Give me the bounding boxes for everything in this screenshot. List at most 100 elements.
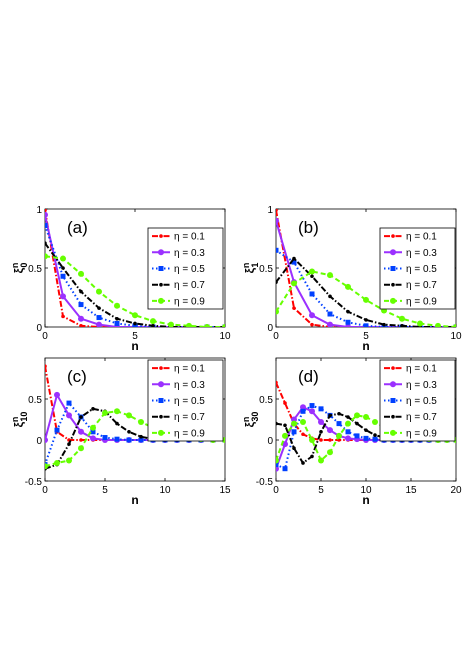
data-point bbox=[328, 413, 332, 418]
y-axis-label: ξn0 bbox=[10, 263, 29, 274]
data-point bbox=[132, 312, 138, 319]
y-axis-label: ξn30 bbox=[241, 412, 260, 428]
legend-label: η = 0.3 bbox=[174, 380, 205, 391]
data-point bbox=[127, 430, 131, 434]
data-point bbox=[310, 274, 314, 279]
data-point bbox=[97, 306, 101, 310]
legend-label: η = 0.3 bbox=[406, 380, 437, 391]
legend-label: η = 0.3 bbox=[174, 248, 205, 259]
x-tick-label: 10 bbox=[360, 485, 372, 496]
data-point bbox=[138, 437, 144, 443]
data-point bbox=[115, 316, 119, 321]
data-point bbox=[345, 429, 351, 435]
data-point bbox=[139, 434, 143, 439]
data-point bbox=[54, 459, 60, 466]
data-point bbox=[138, 418, 144, 425]
legend-label: η = 0.5 bbox=[406, 264, 437, 275]
data-point bbox=[102, 435, 108, 441]
series-line bbox=[45, 214, 225, 327]
data-point bbox=[336, 421, 342, 427]
data-point bbox=[276, 247, 279, 253]
legend: η = 0.1 η = 0.3 η = 0.5 η = 0.7 η = 0.9 bbox=[379, 359, 456, 442]
series-line bbox=[45, 225, 225, 327]
legend-label: η = 0.1 bbox=[174, 364, 205, 375]
legend-marker bbox=[391, 282, 395, 287]
data-point bbox=[276, 465, 279, 472]
x-tick-label: 15 bbox=[405, 485, 417, 496]
data-point bbox=[346, 309, 350, 314]
legend-marker bbox=[158, 297, 164, 304]
legend-marker bbox=[159, 366, 163, 370]
legend-marker bbox=[390, 398, 396, 403]
legend-label: η = 0.5 bbox=[174, 264, 205, 275]
x-tick-label: 5 bbox=[363, 331, 369, 342]
y-tick-label: 0.5 bbox=[259, 264, 273, 275]
legend-marker bbox=[158, 381, 164, 388]
data-point bbox=[168, 321, 174, 327]
data-point bbox=[319, 430, 323, 434]
data-point bbox=[292, 306, 296, 310]
legend-label: η = 0.7 bbox=[406, 280, 437, 291]
legend-label: η = 0.9 bbox=[174, 428, 205, 439]
data-point bbox=[309, 437, 315, 443]
data-point bbox=[327, 321, 333, 327]
data-point bbox=[45, 209, 47, 212]
data-point bbox=[45, 241, 47, 246]
data-point bbox=[345, 435, 351, 442]
data-point bbox=[318, 406, 324, 412]
legend-label: η = 0.7 bbox=[174, 280, 205, 291]
data-point bbox=[96, 288, 102, 295]
series-line bbox=[276, 220, 456, 327]
legend-label: η = 0.1 bbox=[406, 364, 437, 375]
data-point bbox=[291, 280, 297, 287]
data-point bbox=[318, 457, 324, 464]
legend-marker bbox=[391, 234, 395, 238]
data-point bbox=[300, 404, 306, 411]
panel-label: (a) bbox=[67, 218, 88, 237]
data-point bbox=[364, 428, 368, 432]
data-point bbox=[328, 294, 332, 299]
data-point bbox=[114, 436, 120, 442]
data-point bbox=[114, 320, 120, 326]
data-point bbox=[78, 270, 84, 277]
data-point bbox=[45, 364, 47, 368]
data-point bbox=[399, 315, 405, 322]
data-point bbox=[300, 418, 306, 425]
y-tick-label: -0.5 bbox=[256, 477, 274, 488]
legend-marker bbox=[390, 266, 396, 271]
data-point bbox=[96, 321, 102, 327]
data-point bbox=[291, 429, 297, 435]
legend-marker bbox=[391, 366, 395, 370]
data-point bbox=[355, 421, 359, 426]
data-point bbox=[300, 408, 306, 414]
data-point bbox=[60, 293, 66, 300]
data-point bbox=[283, 401, 287, 405]
data-point bbox=[78, 302, 84, 308]
data-point bbox=[309, 408, 315, 415]
x-tick-label: 5 bbox=[318, 485, 324, 496]
data-point bbox=[90, 429, 96, 435]
data-point bbox=[96, 315, 102, 321]
data-point bbox=[309, 403, 315, 409]
series-line bbox=[276, 382, 456, 441]
y-tick-label: 0.5 bbox=[259, 395, 273, 406]
x-axis-label: n bbox=[362, 339, 369, 353]
data-point bbox=[345, 420, 351, 427]
data-point bbox=[61, 266, 65, 270]
data-point bbox=[66, 457, 72, 464]
data-point bbox=[114, 408, 120, 415]
x-axis-label: n bbox=[131, 339, 138, 353]
data-point bbox=[126, 437, 132, 443]
data-point bbox=[66, 400, 72, 406]
y-axis-label: ξn1 bbox=[241, 263, 260, 274]
legend-marker bbox=[159, 414, 163, 419]
data-point bbox=[276, 308, 279, 315]
series-line bbox=[276, 257, 456, 327]
x-tick-label: 0 bbox=[42, 485, 48, 496]
y-tick-label: -0.5 bbox=[25, 477, 43, 488]
y-tick-label: 0 bbox=[36, 436, 42, 447]
series-line bbox=[45, 255, 225, 327]
data-point bbox=[327, 449, 333, 456]
y-tick-label: 0 bbox=[267, 323, 273, 334]
legend-label: η = 0.5 bbox=[406, 396, 437, 407]
